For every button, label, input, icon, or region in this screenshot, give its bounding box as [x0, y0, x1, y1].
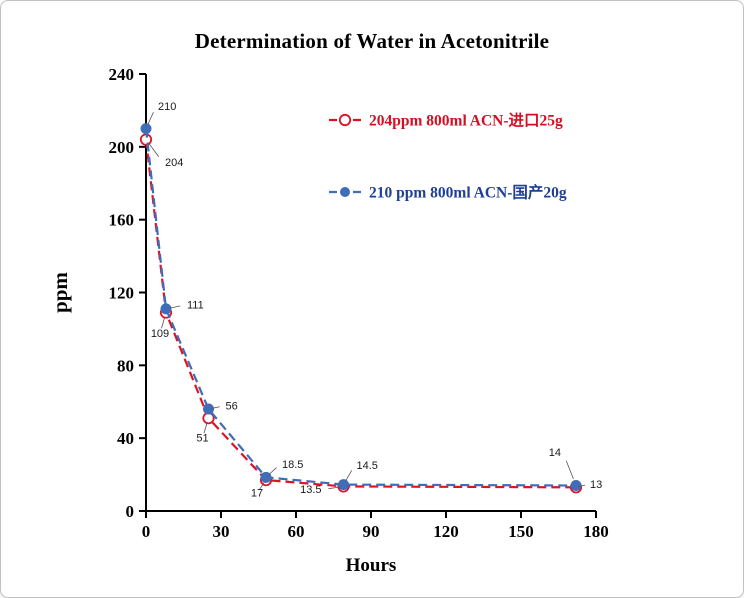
x-axis-title: Hours — [346, 555, 397, 576]
chart-title: Determination of Water in Acetonitrile — [194, 29, 550, 53]
axes: 0 30 60 90 120 150 180 0 40 80 120 160 200 240 — [109, 65, 609, 541]
x-tick-label: 150 — [508, 522, 534, 541]
annotation-leader-line — [211, 406, 220, 409]
legend-item-1: 210 ppm 800ml ACN-国产20g — [329, 183, 567, 202]
x-tick-label: 60 — [288, 522, 305, 541]
annotation-leader-line — [149, 143, 160, 158]
x-tick-label: 180 — [583, 522, 609, 541]
data-point-marker — [338, 479, 349, 491]
data-label: 17 — [251, 488, 263, 500]
data-label: 14.5 — [357, 460, 378, 472]
data-label: 204 — [165, 157, 183, 169]
annotation-leader-line — [147, 111, 154, 125]
data-label: 111 — [187, 299, 204, 311]
annotation-leader-line — [565, 460, 574, 480]
data-point-marker — [160, 303, 172, 315]
x-tick-label: 90 — [363, 522, 380, 541]
annotation-leader-line — [268, 467, 277, 476]
legend-label: 210 ppm 800ml ACN-国产20g — [369, 183, 567, 202]
data-label: 210 — [158, 101, 176, 113]
annotations: 210 204 111 109 56 51 18.5 17 14.5 13.5 14 13 — [147, 101, 602, 500]
legend: 204ppm 800ml ACN-进口25g 210 ppm 800ml ACN-… — [329, 112, 567, 202]
data-label: 18.5 — [282, 459, 303, 471]
legend-marker — [340, 187, 350, 197]
series-line — [144, 128, 577, 487]
series-1 — [140, 123, 582, 492]
y-tick-label: 40 — [117, 429, 134, 448]
y-tick-label: 240 — [109, 65, 135, 84]
data-label: 109 — [151, 328, 169, 340]
annotation-leader-line — [258, 482, 265, 491]
annotation-leader-line — [203, 422, 208, 434]
x-tick-label: 30 — [213, 522, 230, 541]
data-label: 51 — [196, 433, 208, 445]
data-point-marker — [140, 123, 152, 135]
annotation-leader-line — [169, 305, 181, 309]
y-axis-title: ppm — [48, 272, 72, 313]
y-tick-label: 200 — [109, 138, 135, 157]
annotation-leader-line — [161, 316, 166, 329]
data-point-marker — [203, 403, 214, 415]
data-label: 56 — [226, 401, 238, 413]
annotation-leader-line — [345, 470, 353, 481]
annotation-leader-line — [578, 484, 586, 488]
y-tick-label: 120 — [109, 284, 135, 303]
y-tick-label: 160 — [109, 211, 135, 230]
x-tick-label: 0 — [142, 522, 151, 541]
data-label: 13.5 — [300, 484, 321, 496]
legend-marker — [338, 113, 352, 127]
data-label: 13 — [590, 479, 602, 491]
annotation-leader-line — [328, 486, 340, 490]
legend-item-0: 204ppm 800ml ACN-进口25g — [329, 112, 563, 130]
data-point-marker — [260, 471, 272, 483]
legend-label: 204ppm 800ml ACN-进口25g — [369, 112, 563, 130]
data-point-marker — [570, 480, 582, 492]
y-tick-label: 0 — [126, 502, 135, 521]
data-label: 14 — [549, 447, 561, 459]
y-tick-label: 80 — [117, 356, 134, 375]
x-tick-label: 120 — [433, 522, 459, 541]
